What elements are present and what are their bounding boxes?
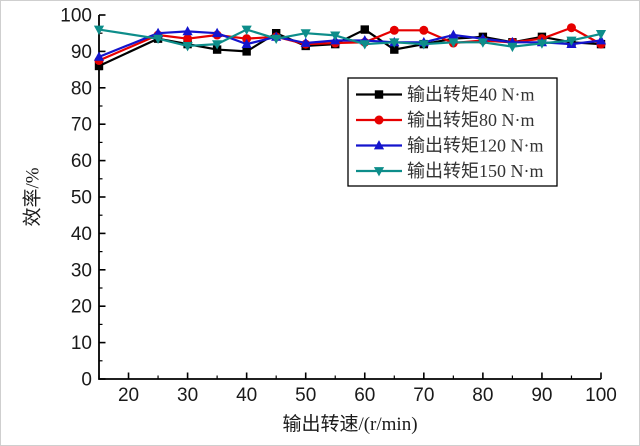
x-tick-label: 80	[472, 385, 493, 406]
legend-item-2: 输出转矩120 N·m	[356, 136, 544, 156]
data-point-marker	[536, 39, 548, 49]
data-point-marker	[300, 37, 311, 47]
legend-item-3: 输出转矩150 N·m	[356, 161, 544, 181]
axis-lines	[98, 15, 601, 380]
data-point-marker	[359, 40, 370, 50]
data-point-marker	[182, 25, 193, 36]
data-point-marker	[300, 29, 311, 39]
data-point-marker	[448, 38, 459, 48]
data-point-marker	[448, 29, 459, 39]
data-point-marker	[595, 35, 607, 45]
data-point-marker	[241, 25, 252, 35]
x-tick-label: 30	[177, 385, 198, 406]
data-point-marker	[360, 25, 369, 34]
data-point-marker	[152, 34, 164, 45]
legend-label: 输出转矩120 N·m	[407, 136, 544, 156]
y-tick-label: 10	[71, 333, 92, 354]
data-point-marker	[566, 23, 576, 33]
data-point-marker	[419, 25, 429, 35]
data-point-marker	[507, 42, 518, 53]
data-point-marker	[93, 25, 105, 35]
x-tick-label: 50	[295, 385, 316, 406]
y-tick-label: 60	[71, 151, 92, 172]
x-tick-label: 90	[531, 385, 552, 406]
data-point-marker	[390, 45, 399, 54]
x-tick-label: 40	[236, 385, 257, 406]
y-tick-label: 80	[71, 78, 92, 99]
data-point-marker	[212, 40, 223, 50]
data-point-marker	[389, 25, 399, 35]
x-tick-label: 60	[354, 385, 375, 406]
legend-label: 输出转矩40 N·m	[407, 85, 535, 105]
y-tick-label: 30	[71, 260, 92, 281]
legend: 输出转矩40 N·m 输出转矩80 N·m 输出转矩120 N·m 输出转矩150 N…	[347, 77, 558, 187]
data-point-marker	[566, 36, 577, 46]
data-point-marker	[241, 38, 252, 49]
y-tick-label: 0	[81, 370, 92, 391]
legend-label: 输出转矩80 N·m	[407, 110, 535, 130]
legend-item-1: 输出转矩80 N·m	[356, 110, 535, 130]
legend-swatch-marker	[374, 90, 384, 99]
y-tick-label: 90	[71, 42, 92, 63]
legend-swatch-marker	[374, 115, 384, 125]
data-point-marker	[212, 27, 223, 38]
data-point-marker	[212, 45, 222, 54]
data-point-marker	[330, 31, 341, 41]
y-tick-label: 40	[71, 224, 92, 245]
x-tick-label: 20	[118, 385, 139, 406]
y-tick-label: 70	[71, 115, 92, 136]
data-point-marker	[271, 34, 282, 45]
legend-swatch-marker	[373, 167, 385, 177]
y-tick-label: 20	[71, 297, 92, 318]
data-point-marker	[595, 30, 607, 40]
legend-label: 输出转矩150 N·m	[407, 161, 544, 181]
series-line	[98, 28, 602, 67]
x-tick-label: 100	[585, 385, 617, 406]
x-tick-label: 70	[413, 385, 434, 406]
y-tick-label: 100	[60, 6, 92, 27]
series-3	[93, 25, 607, 53]
data-point-marker	[418, 40, 429, 50]
data-point-marker	[242, 47, 251, 56]
data-point-marker	[93, 51, 105, 61]
data-point-marker	[389, 38, 400, 48]
data-point-marker	[242, 34, 252, 44]
y-tick-label: 50	[71, 188, 92, 209]
legend-item-0: 输出转矩40 N·m	[356, 85, 535, 105]
data-point-marker	[183, 34, 193, 44]
data-point-marker	[182, 42, 193, 52]
data-point-marker	[477, 38, 488, 48]
legend-swatch-marker	[373, 140, 385, 150]
data-point-marker	[94, 61, 104, 71]
